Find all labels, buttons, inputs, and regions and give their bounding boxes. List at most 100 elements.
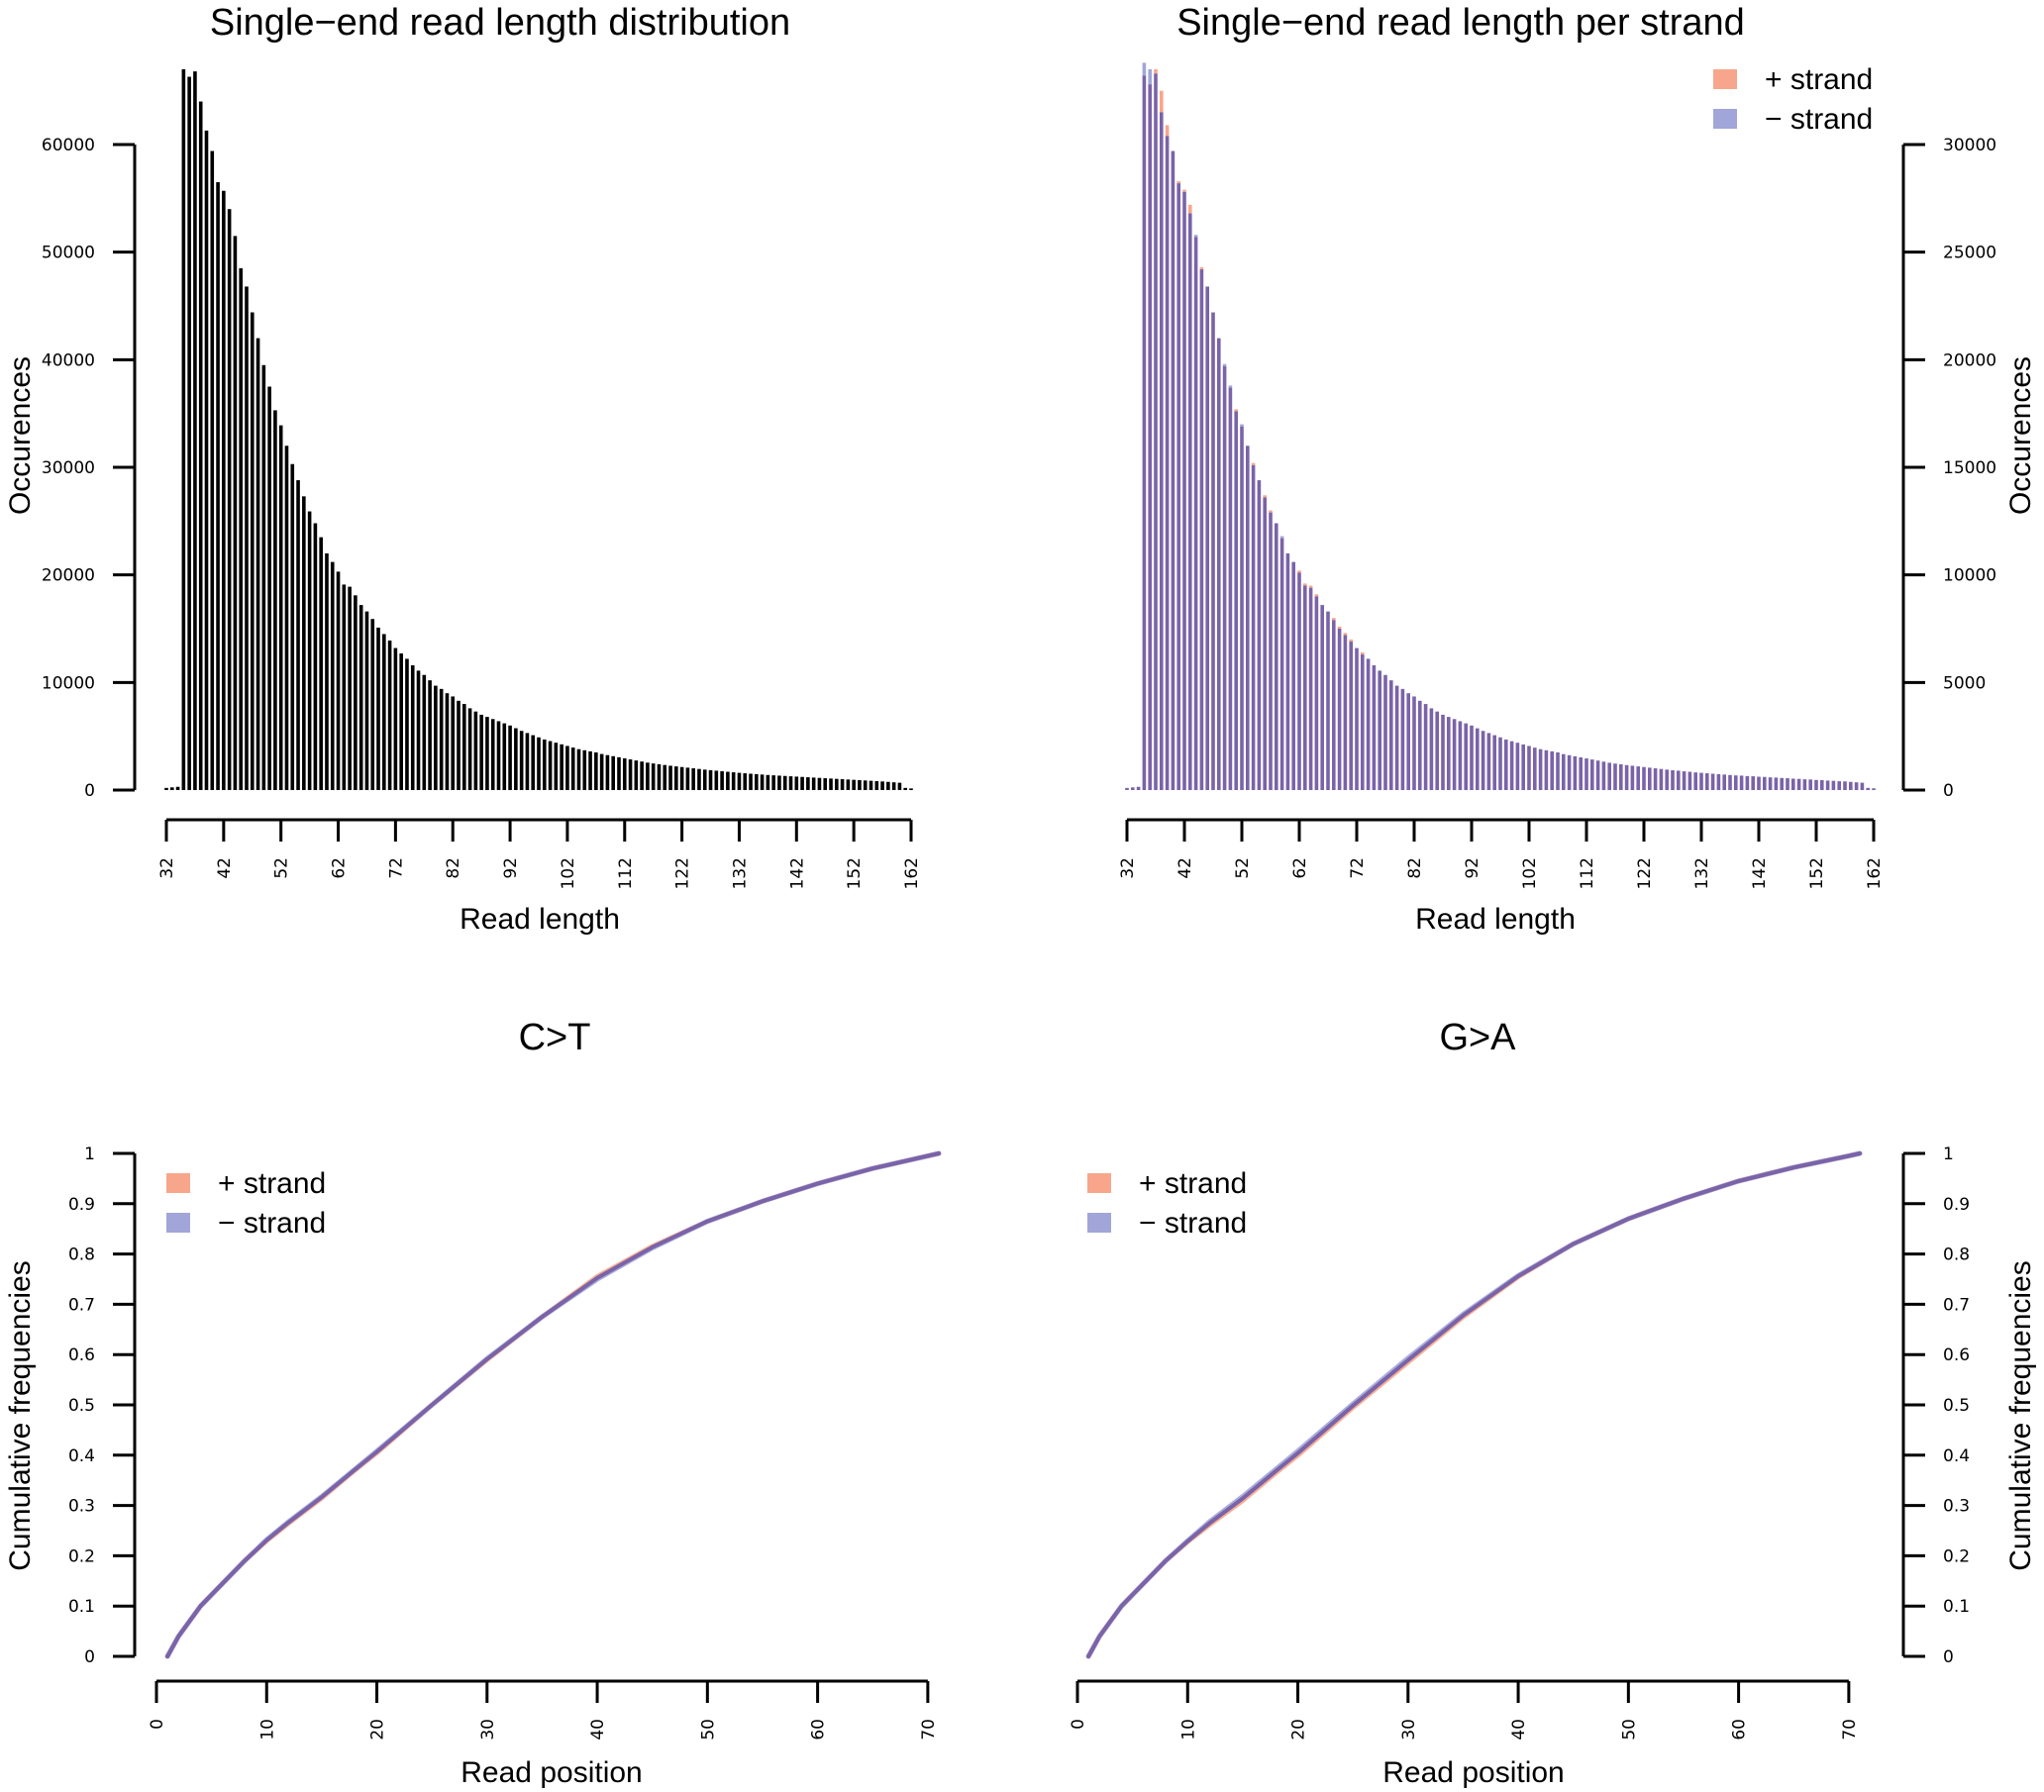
bar [239,267,243,790]
chart-title: C>T [519,1017,591,1058]
x-tick-label: 10 [257,1719,277,1741]
bar-overlap [1573,755,1578,790]
legend: + strand − strand [1087,1167,1247,1240]
bar-minus-strand-excess [1228,385,1233,388]
legend-swatch-plus-strand [1087,1173,1111,1193]
chart-title: Single−end read length distribution [210,2,790,44]
bar [594,751,598,790]
bar [502,723,507,790]
bar-overlap [1308,587,1313,790]
bar [743,773,748,790]
y-tick-label: 30000 [42,458,95,478]
bar-overlap [1595,760,1600,790]
bar [835,778,839,790]
bar [548,741,553,790]
bar [679,766,684,790]
y-tick-label: 25000 [1943,244,1996,263]
bar-overlap [1355,647,1359,790]
bar-overlap [1383,674,1387,790]
legend-label-minus-strand: − strand [218,1207,326,1240]
y-tick-label: 0.1 [1943,1597,1970,1617]
bar-overlap [1648,767,1652,790]
bar-overlap [1682,771,1686,790]
bar-overlap [1452,719,1457,790]
x-tick-label: 52 [272,857,292,879]
bar [393,647,398,790]
bar-plus-strand-excess [1269,510,1273,513]
bar-overlap [1533,747,1537,790]
bar-overlap [1849,781,1853,790]
bar-overlap [1831,780,1836,790]
bar-overlap [1188,213,1192,791]
bar-overlap [1584,758,1588,790]
bar-overlap [1406,693,1410,790]
bar-overlap [1786,778,1789,790]
bar-overlap [1745,775,1750,790]
bar-overlap [1176,183,1180,790]
bar [542,739,547,790]
bar-plus-strand-excess [1176,180,1180,184]
y-tick-label: 0.7 [1943,1295,1970,1315]
bar-plus-strand-excess [1361,651,1365,655]
bar [628,759,633,790]
bar-overlap [1780,777,1784,790]
bar-overlap [1131,787,1135,790]
bar-overlap [1699,772,1703,790]
bar-overlap [1527,746,1531,790]
bar [462,704,466,790]
bar-overlap [1768,777,1773,790]
x-tick-label: 70 [1840,1719,1860,1741]
bar [622,757,627,790]
bar-overlap [1814,779,1818,790]
bar [560,744,563,790]
bar [434,685,438,790]
bar-overlap [1160,112,1164,790]
x-tick-label: 30 [1399,1719,1419,1741]
bar-overlap [1802,779,1807,790]
bar [817,777,822,790]
bar-overlap [1728,774,1732,790]
lines [164,1150,942,1659]
bar [858,780,862,790]
bar [634,760,639,790]
bar [537,737,541,790]
x-tick-label: 60 [1730,1719,1750,1741]
y-tick-label: 1 [1943,1145,1954,1164]
bar-overlap [1193,237,1198,790]
bar [794,776,799,790]
x-tick-label: 102 [559,857,578,889]
y-tick-label: 0 [84,781,95,801]
bar [405,658,409,790]
x-tick-label: 112 [1578,857,1597,889]
y-tick-label: 0.1 [68,1597,95,1617]
x-tick-label: 92 [501,857,521,879]
x-tick-label: 102 [1520,857,1540,889]
x-tick-label: 142 [1750,857,1770,889]
bar-overlap [1182,191,1186,790]
x-axis-label: Read position [460,1756,642,1789]
bar [863,780,868,790]
bar [640,761,644,790]
y-tick-label: 20000 [1943,350,1996,370]
bar-overlap [1320,605,1324,790]
bar-overlap [1808,779,1812,790]
bar [198,101,203,791]
x-axis-label: Read position [1382,1756,1564,1789]
bar-overlap [1171,150,1175,790]
x-tick-label: 32 [157,857,177,879]
bar [874,780,879,790]
bar-overlap [1504,739,1508,790]
bar [897,782,902,790]
bar [169,787,174,790]
legend: + strand − strand [166,1167,326,1240]
bar [479,714,483,790]
legend-label-plus-strand: + strand [1139,1167,1247,1200]
bar [439,688,444,790]
y-tick-label: 0.3 [1943,1497,1970,1517]
x-tick-label: 30 [478,1719,498,1741]
bar-overlap [1538,748,1543,790]
bar [227,209,232,790]
bar-overlap [1464,723,1468,790]
bar-overlap [1774,777,1779,790]
bar-overlap [1665,769,1669,790]
